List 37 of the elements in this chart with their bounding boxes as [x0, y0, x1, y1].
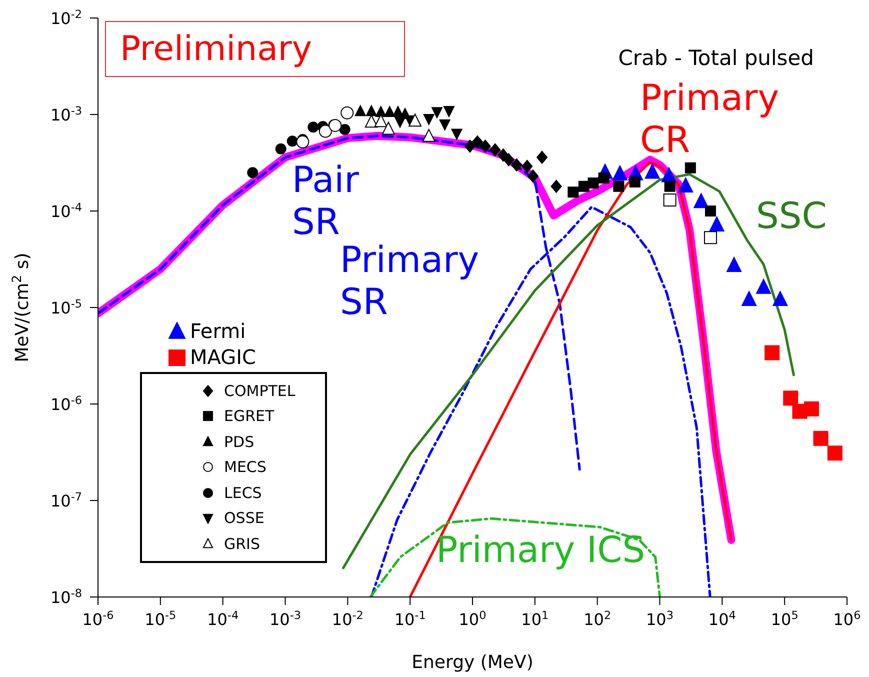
x-tick-label: 10$^{1}$ [521, 608, 549, 629]
x-tick-label: 10$^{-2}$ [332, 608, 364, 629]
series-label: Primary SR [340, 240, 480, 324]
x-tick-label: 10$^{6}$ [833, 608, 861, 629]
x-tick-label: 10$^{-1}$ [394, 608, 426, 629]
x-tick-label: 10$^{-4}$ [207, 608, 239, 629]
legend-label: MECS [224, 458, 266, 476]
series-label: Pair SR [292, 160, 359, 243]
x-tick-label: 10$^{2}$ [584, 608, 612, 629]
legend-label: GRIS [224, 534, 260, 553]
y-tick-label: 10$^{-7}$ [50, 490, 82, 510]
x-tick-label: 10$^{0}$ [458, 608, 486, 629]
y-tick-label: 10$^{-2}$ [50, 8, 82, 28]
y-tick-label: 10$^{-3}$ [50, 104, 82, 124]
y-tick-label: 10$^{-5}$ [50, 297, 82, 318]
legend-label: MAGIC [190, 345, 256, 369]
legend-label: OSSE [224, 509, 264, 528]
annotation: Preliminary [105, 21, 405, 77]
x-tick-label: 10$^{-3}$ [269, 608, 302, 629]
legend-label: COMPTEL [224, 382, 296, 400]
x-tick-label: 10$^{4}$ [708, 608, 736, 629]
x-tick-label: 10$^{3}$ [646, 608, 674, 629]
x-tick-label: 10$^{5}$ [770, 608, 798, 629]
legend-label: Fermi [190, 319, 246, 343]
legend-label: PDS [224, 432, 254, 451]
annotation: Crab - Total pulsed [618, 46, 814, 70]
series-label: SSC [756, 196, 827, 238]
y-tick-label: 10$^{-4}$ [50, 200, 82, 221]
legend-label: EGRET [224, 407, 274, 426]
y-tick-label: 10$^{-6}$ [50, 394, 82, 414]
x-tick-label: 10$^{-6}$ [82, 608, 114, 629]
x-axis-title: Energy (MeV) [412, 652, 534, 673]
x-tick-label: 10$^{-5}$ [144, 608, 176, 629]
legend-label: LECS [224, 484, 262, 502]
y-tick-label: 10$^{-8}$ [50, 586, 82, 607]
series-label: Primary ICS [436, 530, 646, 572]
series-label: Primary CR [640, 78, 780, 162]
